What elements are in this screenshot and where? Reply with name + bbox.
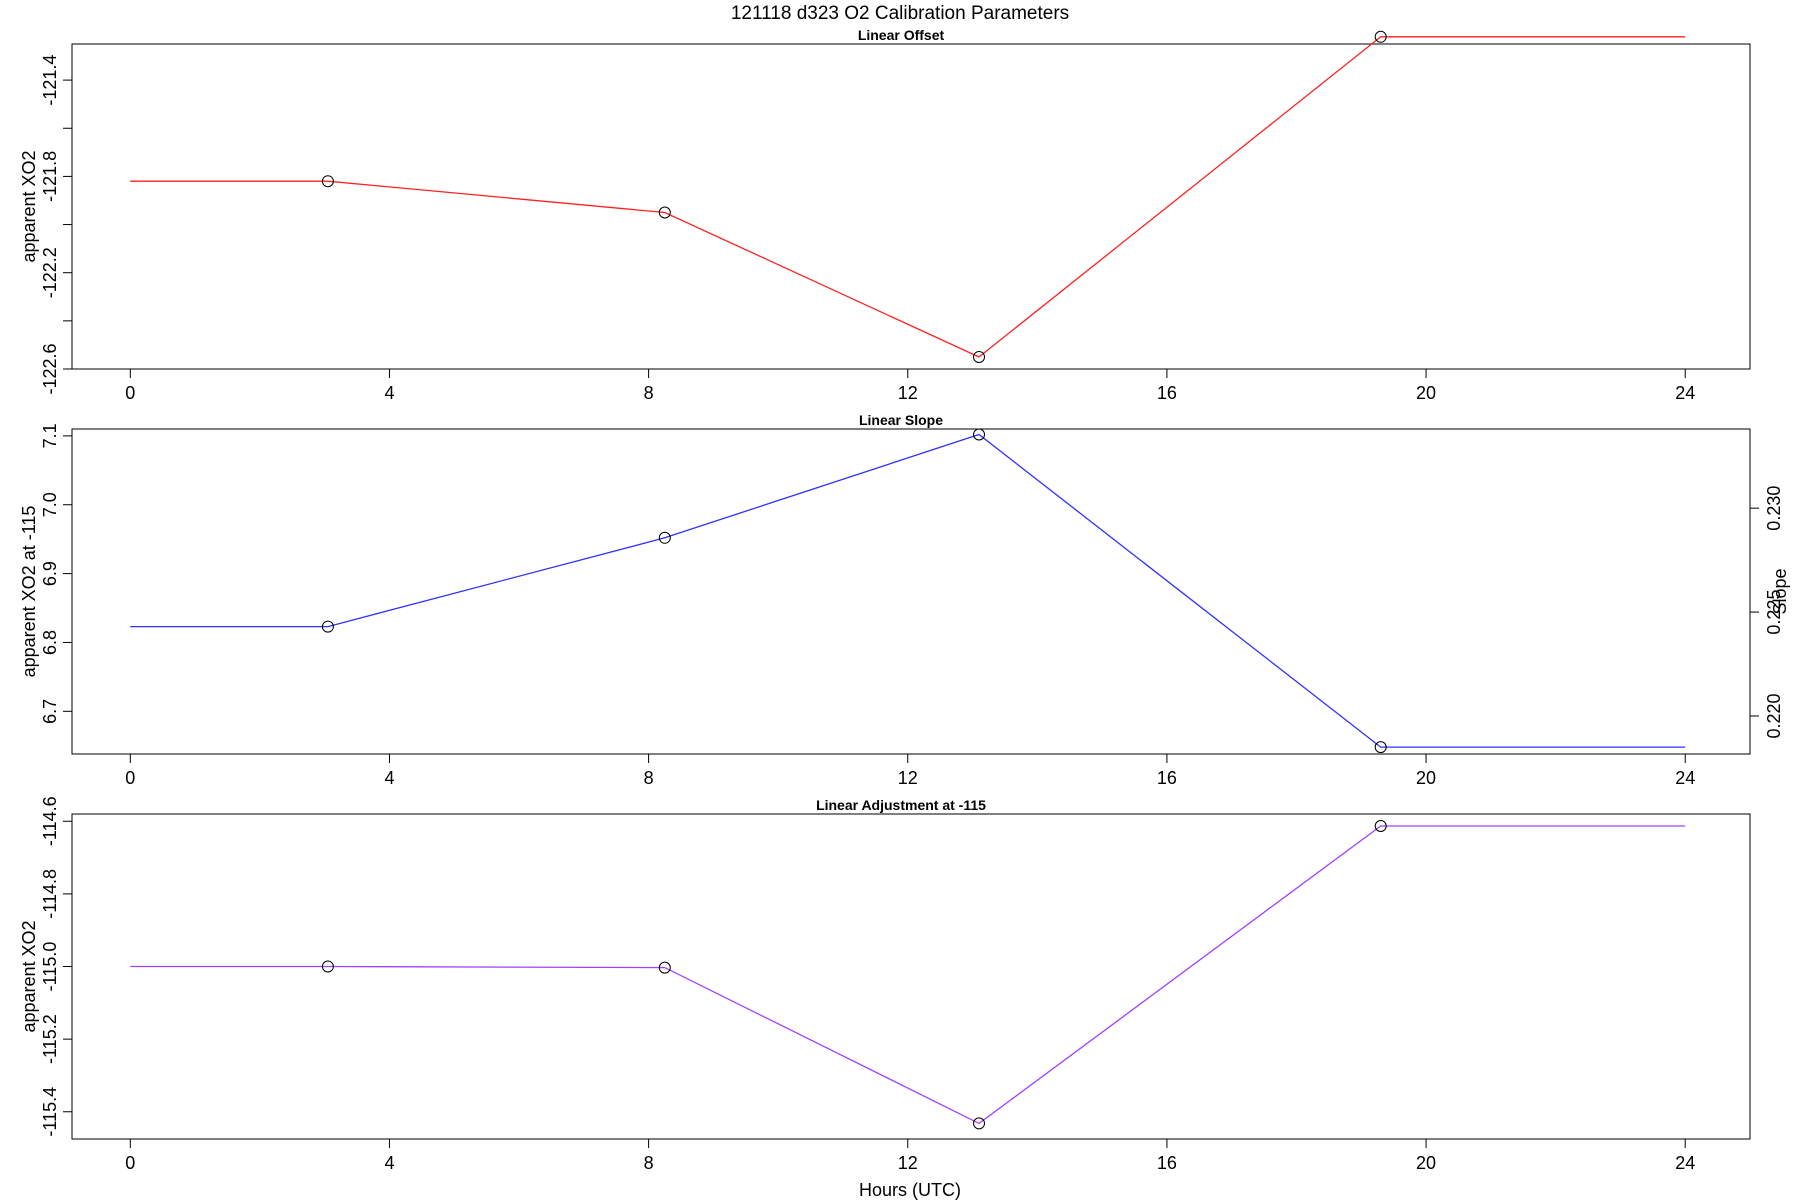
plot-frame xyxy=(71,813,1751,1140)
data-point xyxy=(1374,30,1387,43)
y2-tick-label: 0.230 xyxy=(1764,486,1784,531)
panels: Linear Offset 0 4 8 12 16 20 24 -122.6 -122.2 -121… xyxy=(19,27,1790,1173)
x-tick-label: 24 xyxy=(1675,383,1695,403)
data-point xyxy=(1374,819,1387,832)
x-tick-label: 20 xyxy=(1416,768,1436,788)
x-tick-label: 8 xyxy=(644,768,654,788)
y-tick-label: -122.6 xyxy=(40,343,60,394)
x-tick-label: 4 xyxy=(384,383,394,403)
data-point xyxy=(1374,741,1387,754)
data-point xyxy=(973,1117,986,1130)
y-axis-label: apparent XO2 xyxy=(19,920,39,1032)
panel-title: Linear Offset xyxy=(858,27,945,43)
x-tick-label: 16 xyxy=(1157,1153,1177,1173)
data-point xyxy=(973,350,986,363)
data-point xyxy=(658,531,671,544)
y2-tick-label: 0.225 xyxy=(1764,590,1784,635)
panel-title: Linear Adjustment at -115 xyxy=(816,797,986,813)
y-tick-label: -122.2 xyxy=(40,247,60,298)
y-tick-label: 7.1 xyxy=(40,423,60,448)
x-tick-label: 12 xyxy=(898,768,918,788)
data-point xyxy=(321,960,334,973)
series-line xyxy=(130,433,1686,748)
x-tick-label: 20 xyxy=(1416,383,1436,403)
data-point xyxy=(321,620,334,633)
y-tick-label: 7.0 xyxy=(40,492,60,517)
x-tick-label: 16 xyxy=(1157,768,1177,788)
x-tick-label: 4 xyxy=(384,768,394,788)
figure-x-axis-label: Hours (UTC) xyxy=(859,1180,961,1200)
y-tick-label: 6.7 xyxy=(40,699,60,724)
x-tick-label: 0 xyxy=(125,768,135,788)
y-tick-label: 6.8 xyxy=(40,630,60,655)
plot-frame xyxy=(71,428,1751,755)
x-tick-label: 16 xyxy=(1157,383,1177,403)
series-line xyxy=(130,36,1686,358)
y-axis-label: apparent XO2 xyxy=(19,150,39,262)
x-tick-label: 4 xyxy=(384,1153,394,1173)
plot-frame xyxy=(71,43,1751,370)
series-line xyxy=(130,825,1686,1125)
x-tick-label: 0 xyxy=(125,1153,135,1173)
y2-axis-label: Slope xyxy=(1770,568,1790,614)
x-tick-label: 8 xyxy=(644,1153,654,1173)
x-tick-label: 8 xyxy=(644,383,654,403)
y-tick-label: -114.6 xyxy=(40,796,60,846)
x-tick-label: 24 xyxy=(1675,768,1695,788)
panel-3: Linear Adjustment at -115 0 4 8 12 16 20 24 -115… xyxy=(19,796,1751,1173)
panel-2: Linear Slope 0 4 8 12 16 20 24 6.7 6.8 6.9 7.0 7.1 ap… xyxy=(19,412,1790,788)
y-tick-label: -115.2 xyxy=(40,1014,60,1064)
y-tick-label: -115.0 xyxy=(40,942,60,992)
data-point xyxy=(973,428,986,441)
data-point xyxy=(658,206,671,219)
y-tick-label: -121.8 xyxy=(40,151,60,202)
data-point xyxy=(658,961,671,974)
x-tick-label: 0 xyxy=(125,383,135,403)
panel-title: Linear Slope xyxy=(859,412,943,428)
y-tick-label: -115.4 xyxy=(40,1087,60,1137)
y-tick-label: 6.9 xyxy=(40,561,60,586)
y-tick-label: -114.8 xyxy=(40,869,60,919)
x-tick-label: 12 xyxy=(898,1153,918,1173)
figure-title: 121118 d323 O2 Calibration Parameters xyxy=(731,3,1069,24)
x-tick-label: 20 xyxy=(1416,1153,1436,1173)
panel-1: Linear Offset 0 4 8 12 16 20 24 -122.6 -122.2 -121… xyxy=(19,27,1751,403)
x-tick-label: 12 xyxy=(898,383,918,403)
y-tick-label: -121.4 xyxy=(40,55,60,106)
x-tick-label: 24 xyxy=(1675,1153,1695,1173)
y-axis-label: apparent XO2 at -115 xyxy=(19,506,39,678)
y2-tick-label: 0.220 xyxy=(1764,693,1784,738)
data-point xyxy=(321,175,334,188)
